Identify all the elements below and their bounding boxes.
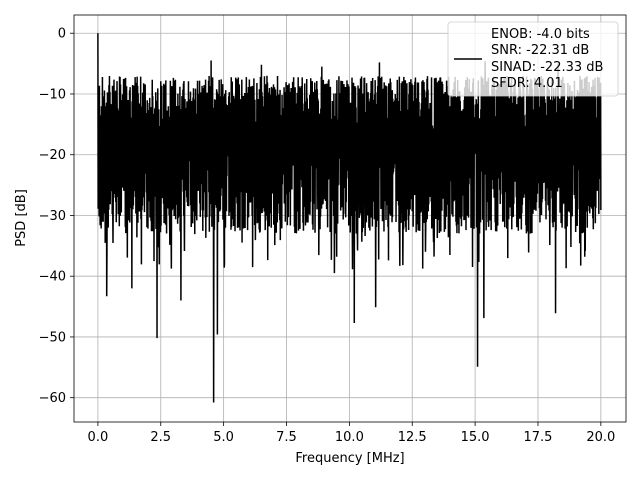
y-axis-label: PSD [dB]	[14, 189, 29, 247]
legend-sinad: SINAD: -22.33 dB	[491, 60, 603, 75]
y-tick-label: 0	[58, 27, 66, 42]
x-tick-label: 20.0	[586, 430, 615, 445]
psd-series-line	[97, 33, 602, 403]
legend-sfdr: SFDR: 4.01	[491, 76, 563, 91]
y-tick-label: −10	[39, 87, 66, 102]
x-axis: 0.0 2.5 5.0 7.5 10.0 12.5 15.0 17.5 20.0	[88, 422, 615, 445]
x-tick-label: 7.5	[276, 430, 297, 445]
legend-snr: SNR: -22.31 dB	[491, 43, 589, 58]
x-tick-label: 15.0	[461, 430, 490, 445]
axes-frame	[73, 14, 627, 423]
plot-area	[97, 33, 602, 403]
y-tick-label: −40	[39, 270, 66, 285]
x-axis-label: Frequency [MHz]	[295, 451, 404, 466]
legend: ENOB: -4.0 bits SNR: -22.31 dB SINAD: -2…	[447, 21, 619, 97]
y-tick-label: −50	[39, 330, 66, 345]
legend-enob: ENOB: -4.0 bits	[491, 27, 590, 42]
y-tick-label: −20	[39, 148, 66, 163]
x-tick-label: 10.0	[335, 430, 364, 445]
y-tick-label: −30	[39, 209, 66, 224]
x-tick-label: 2.5	[150, 430, 171, 445]
legend-box	[447, 21, 619, 97]
x-tick-label: 5.0	[213, 430, 234, 445]
x-tick-label: 17.5	[524, 430, 553, 445]
x-tick-label: 12.5	[398, 430, 427, 445]
y-axis: 0 −10 −20 −30 −40 −50 −60	[39, 27, 74, 406]
x-tick-label: 0.0	[88, 430, 109, 445]
y-tick-label: −60	[39, 391, 66, 406]
